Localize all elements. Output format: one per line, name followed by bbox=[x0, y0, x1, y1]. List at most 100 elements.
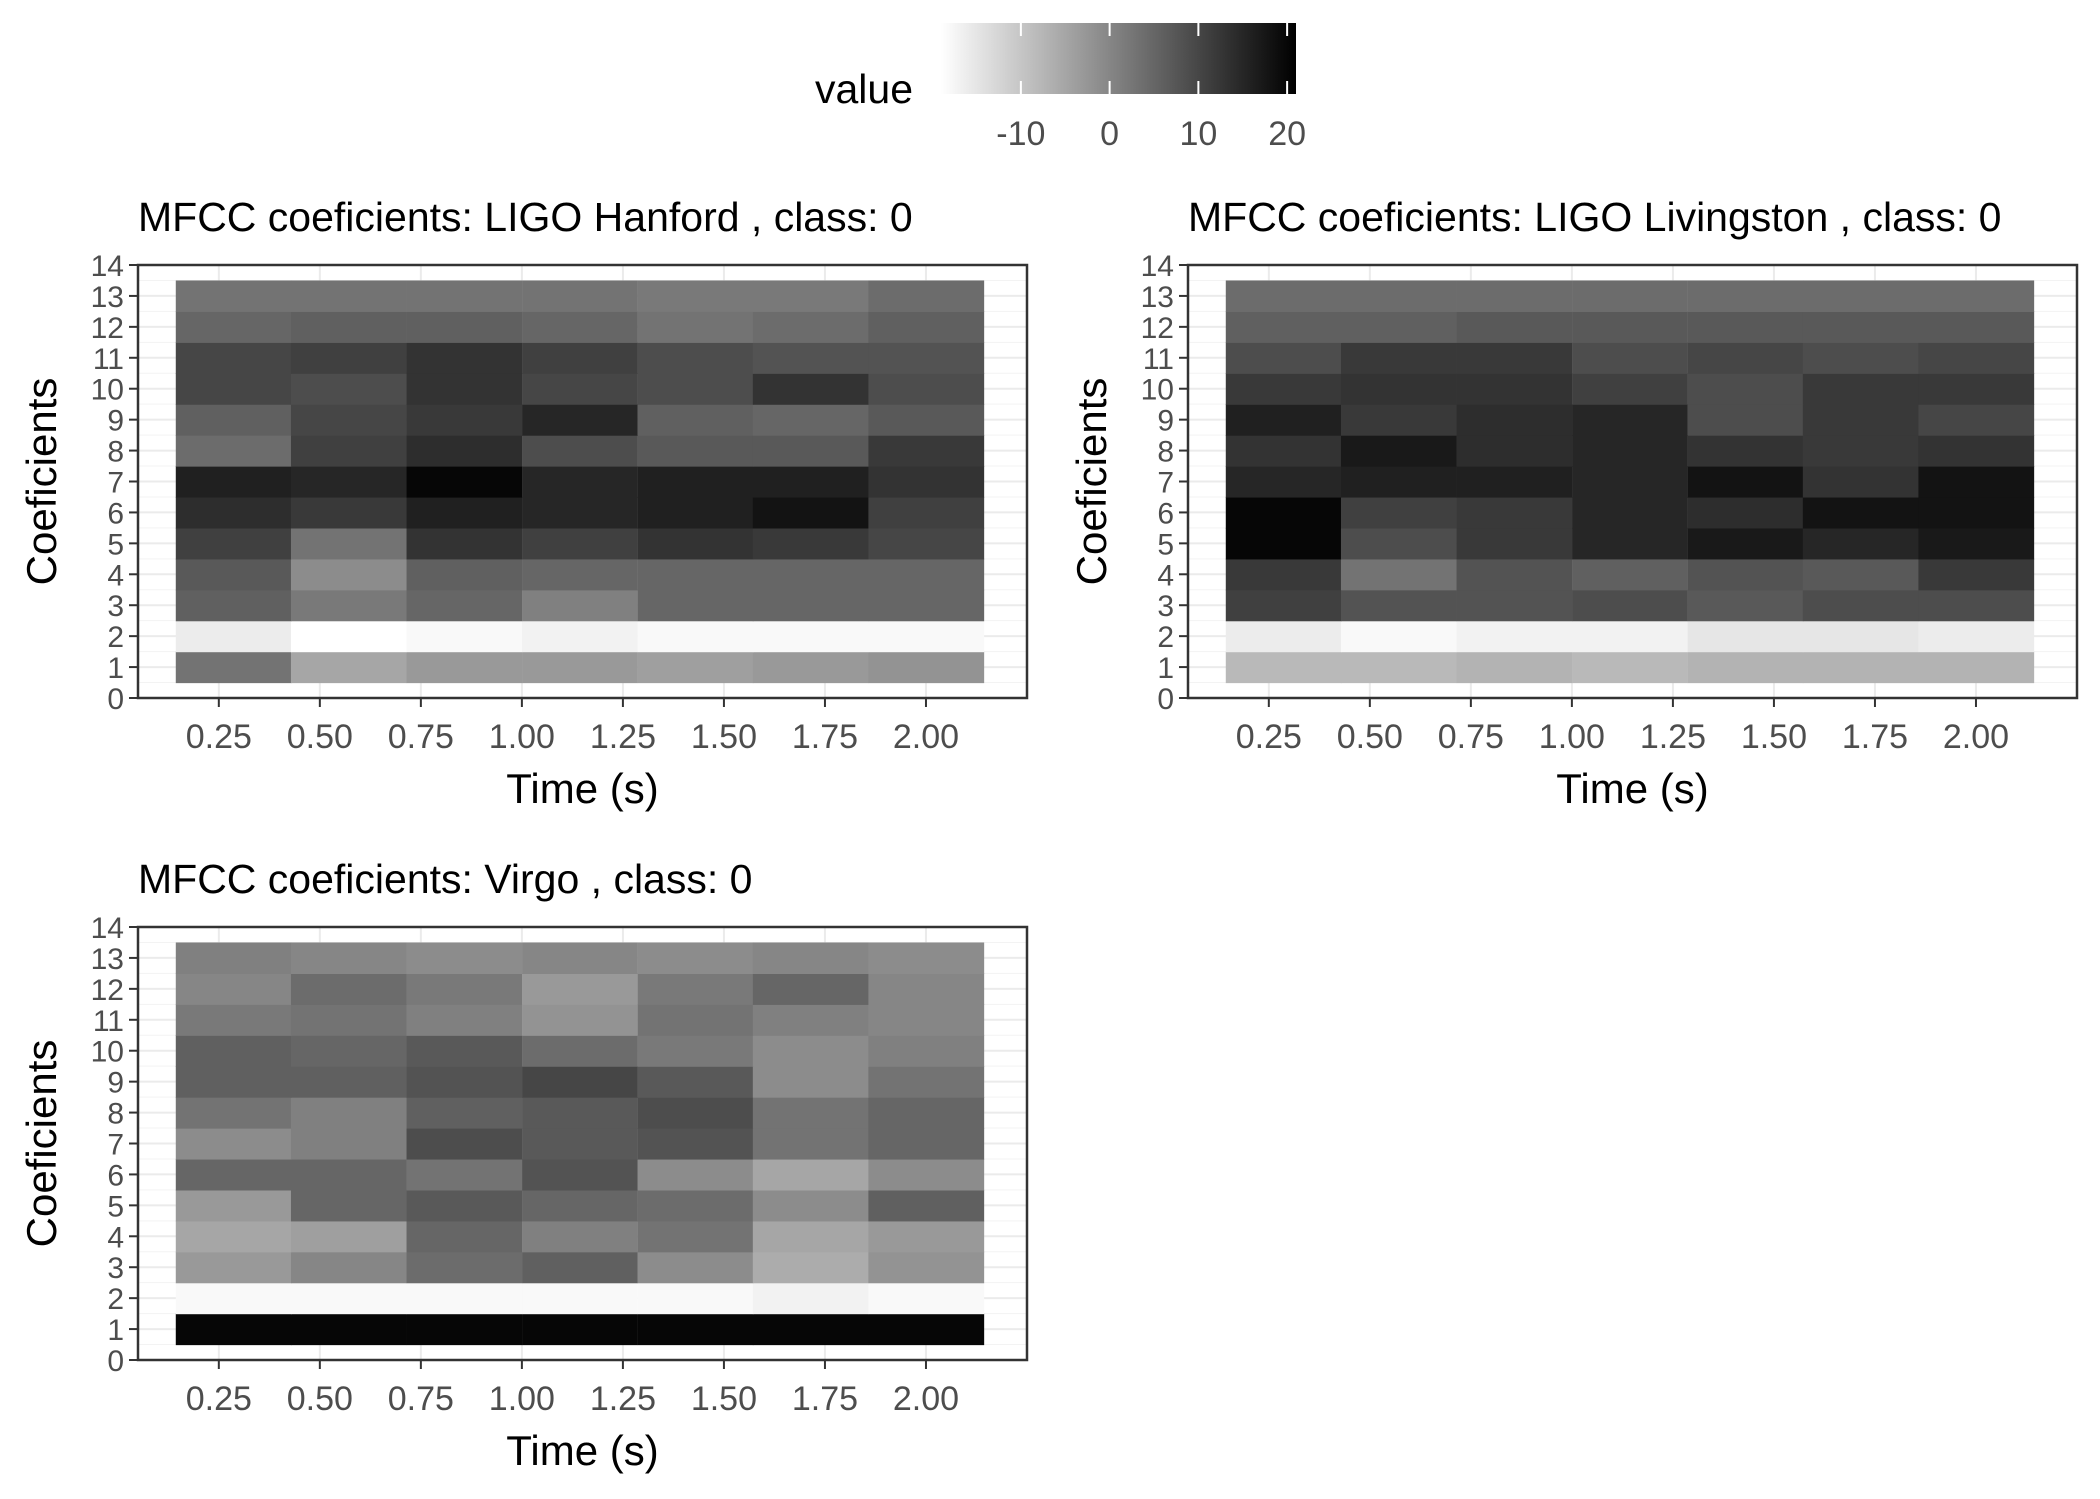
panel-title: MFCC coeficients: Virgo , class: 0 bbox=[138, 856, 752, 902]
y-tick-label: 7 bbox=[107, 467, 124, 500]
heatmap-cell bbox=[1456, 311, 1573, 343]
heatmap-cell bbox=[522, 1066, 638, 1098]
legend-tick-label: 0 bbox=[1100, 115, 1119, 153]
heatmap-cell bbox=[752, 1128, 869, 1160]
heatmap-cell bbox=[1918, 311, 2035, 343]
y-tick-label: 1 bbox=[107, 652, 124, 685]
heatmap-cell bbox=[406, 1251, 523, 1284]
x-tick-label: 1.75 bbox=[792, 1380, 858, 1418]
heatmap-cell bbox=[522, 942, 638, 974]
heatmap-cell bbox=[175, 620, 292, 653]
heatmap-cell bbox=[752, 1251, 869, 1284]
heatmap-cell bbox=[1918, 280, 2035, 312]
heatmap-cell bbox=[175, 1158, 292, 1191]
y-tick-label: 7 bbox=[1157, 467, 1174, 500]
heatmap-cell bbox=[637, 1313, 754, 1346]
heatmap-cell bbox=[752, 620, 869, 653]
heatmap-cell bbox=[637, 435, 754, 467]
y-tick-label: 11 bbox=[1143, 343, 1174, 376]
heatmap-cell bbox=[637, 589, 754, 622]
heatmap-cell bbox=[522, 1313, 638, 1346]
color-legend: value -10 0 10 20 bbox=[815, 23, 1306, 153]
heatmap-cell bbox=[752, 342, 869, 374]
x-tick-label: 0.50 bbox=[287, 718, 353, 756]
x-axis-label: Time (s) bbox=[506, 765, 658, 812]
heatmap-cell bbox=[1687, 558, 1804, 591]
x-tick-label: 1.25 bbox=[590, 718, 656, 756]
heatmap-cell bbox=[1572, 589, 1688, 622]
heatmap-cell bbox=[637, 311, 754, 343]
heatmap-cell bbox=[868, 1189, 985, 1222]
heatmap-cell bbox=[868, 373, 985, 405]
heatmap-cell bbox=[522, 1189, 638, 1222]
heatmap-cell bbox=[175, 1189, 292, 1222]
heatmap-cell bbox=[637, 973, 754, 1005]
heatmap-cell bbox=[406, 404, 523, 436]
heatmap-cell bbox=[290, 280, 407, 312]
heatmap-cell bbox=[406, 280, 523, 312]
heatmap-cell bbox=[290, 1251, 407, 1284]
heatmap-cell bbox=[1687, 435, 1804, 467]
heatmap-cell bbox=[1225, 527, 1342, 560]
heatmap-cell bbox=[522, 1282, 638, 1315]
heatmap-cell bbox=[406, 973, 523, 1005]
heatmap-cell bbox=[1687, 589, 1804, 622]
x-tick-label: 0.25 bbox=[186, 718, 252, 756]
y-tick-label: 7 bbox=[107, 1129, 124, 1162]
y-tick-label: 2 bbox=[107, 1283, 124, 1316]
heatmap-cell bbox=[752, 373, 869, 405]
heatmap-cell bbox=[637, 1128, 754, 1160]
heatmap-cell bbox=[1687, 342, 1804, 374]
heatmap-cell bbox=[1918, 651, 2035, 684]
heatmap-cell bbox=[752, 1004, 869, 1036]
heatmap-cell bbox=[637, 558, 754, 591]
heatmap-cell bbox=[1802, 651, 1919, 684]
heatmap-cell bbox=[1456, 404, 1573, 436]
heatmap-cell bbox=[522, 1004, 638, 1036]
heatmap-cell bbox=[1456, 558, 1573, 591]
heatmap-cell bbox=[290, 1282, 407, 1315]
heatmap-cell bbox=[406, 942, 523, 974]
heatmap-cell bbox=[1456, 373, 1573, 405]
heatmap-cell bbox=[1456, 620, 1573, 653]
heatmap-cell bbox=[1572, 527, 1688, 560]
heatmap-cell bbox=[1456, 496, 1573, 529]
heatmap-cell bbox=[290, 1004, 407, 1036]
heatmap-cell bbox=[1802, 404, 1919, 436]
x-tick-label: 2.00 bbox=[1943, 718, 2009, 756]
heatmap-cell bbox=[637, 280, 754, 312]
heatmap-cell bbox=[522, 1220, 638, 1253]
heatmap-cell bbox=[1572, 435, 1688, 467]
heatmap-cell bbox=[406, 342, 523, 374]
x-tick-label: 1.00 bbox=[489, 1380, 555, 1418]
heatmap-cell bbox=[1225, 620, 1342, 653]
heatmap-cell bbox=[637, 342, 754, 374]
heatmap-cell bbox=[175, 466, 292, 498]
y-tick-label: 6 bbox=[107, 497, 124, 530]
heatmap-cell bbox=[868, 558, 985, 591]
heatmap-cell bbox=[1225, 342, 1342, 374]
heatmap-cell bbox=[290, 404, 407, 436]
heatmap-cell bbox=[175, 373, 292, 405]
heatmap-cell bbox=[637, 1282, 754, 1315]
y-tick-label: 9 bbox=[1157, 405, 1174, 438]
heatmap-cell bbox=[175, 280, 292, 312]
heatmap-cell bbox=[175, 311, 292, 343]
x-tick-label: 0.50 bbox=[1337, 718, 1403, 756]
heatmap-cell bbox=[522, 1097, 638, 1129]
heatmap-cell bbox=[637, 1035, 754, 1067]
heatmap-cell bbox=[175, 1313, 292, 1346]
heatmap-cell bbox=[637, 1189, 754, 1222]
heatmap-cell bbox=[1918, 404, 2035, 436]
heatmap-cell bbox=[637, 404, 754, 436]
heatmap-cell bbox=[1918, 558, 2035, 591]
heatmap-cell bbox=[175, 1004, 292, 1036]
heatmap-cell bbox=[752, 435, 869, 467]
y-tick-label: 8 bbox=[1157, 436, 1174, 469]
heatmap-cell bbox=[1340, 589, 1457, 622]
y-tick-label: 9 bbox=[107, 405, 124, 438]
y-tick-label: 0 bbox=[107, 683, 124, 716]
heatmap-cell bbox=[290, 973, 407, 1005]
heatmap-cell bbox=[175, 973, 292, 1005]
